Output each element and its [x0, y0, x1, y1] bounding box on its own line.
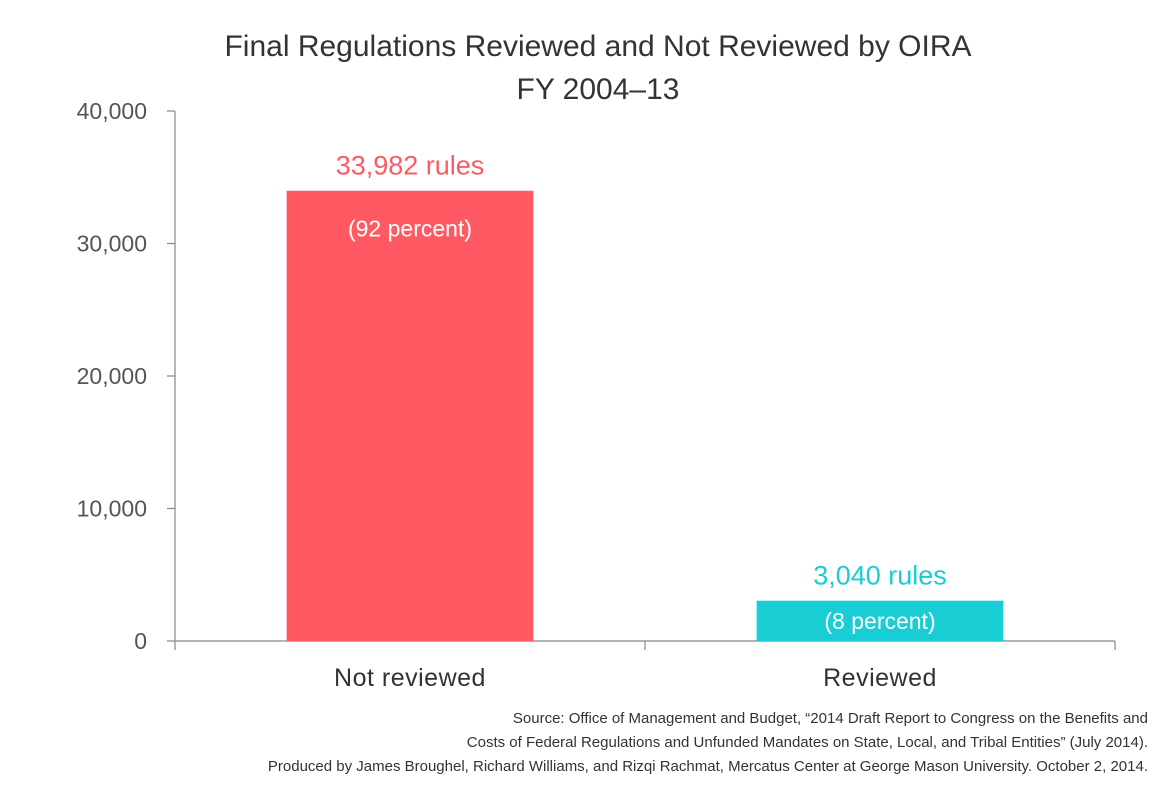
source-line-1: Source: Office of Management and Budget,…	[512, 710, 1148, 727]
chart-title-line-2: FY 2004–13	[517, 73, 680, 106]
chart-title-line-1: Final Regulations Reviewed and Not Revie…	[224, 30, 971, 63]
value-label: 33,982 rules	[336, 151, 485, 181]
bars: 33,982 rules (92 percent) Not reviewed 3,04…	[286, 151, 1004, 692]
y-tick-label: 0	[134, 628, 147, 654]
y-tick-label: 30,000	[77, 231, 147, 257]
bar-not-reviewed	[286, 190, 534, 641]
source-line-3: Produced by James Broughel, Richard Will…	[267, 758, 1148, 775]
y-tick-label: 40,000	[77, 98, 147, 124]
y-tick-label: 20,000	[77, 363, 147, 389]
bar-reviewed	[756, 600, 1004, 641]
category-label: Reviewed	[823, 664, 937, 692]
axes: 0 10,000 20,000 30,000 40,000	[77, 98, 1116, 654]
percent-label: (8 percent)	[824, 608, 935, 634]
source-line-2: Costs of Federal Regulations and Unfunde…	[466, 734, 1148, 751]
percent-label: (92 percent)	[348, 216, 472, 242]
value-label: 3,040 rules	[813, 561, 947, 591]
category-label: Not reviewed	[334, 664, 486, 692]
y-tick-label: 10,000	[77, 496, 147, 522]
